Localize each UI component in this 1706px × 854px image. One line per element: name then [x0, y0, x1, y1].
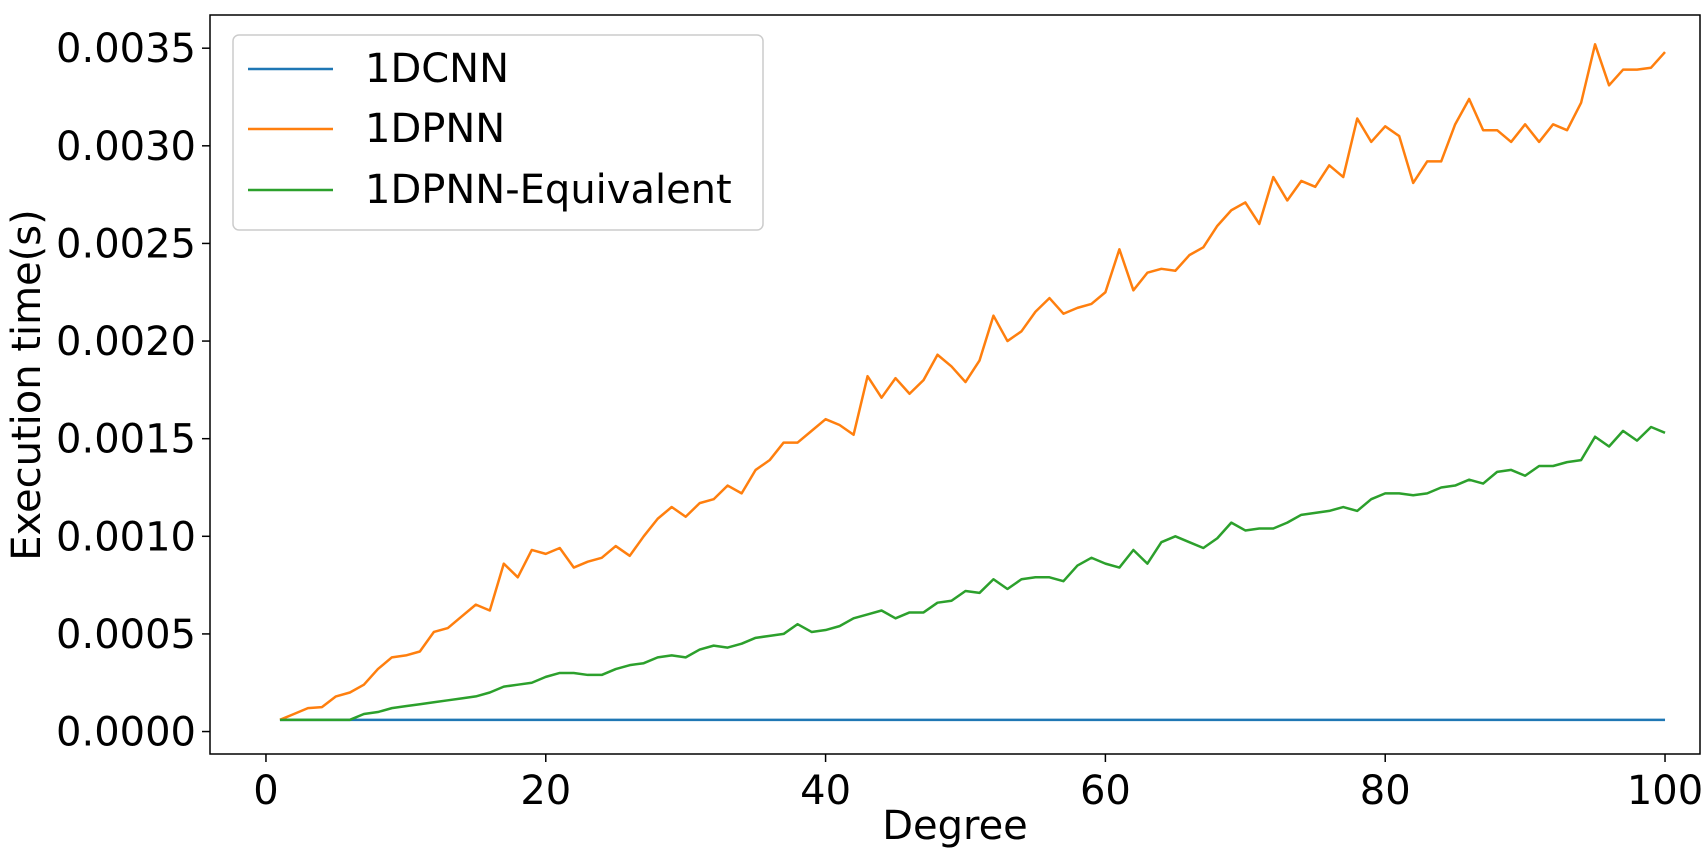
y-tick-label: 0.0020	[56, 319, 196, 365]
y-tick-label: 0.0000	[56, 710, 196, 756]
series-line-1dpnn	[279, 43, 1666, 721]
y-tick-label: 0.0005	[56, 612, 196, 658]
x-tick-label: 100	[1627, 768, 1703, 814]
x-tick-label: 40	[800, 768, 851, 814]
legend-label-1dpnn-equivalent: 1DPNN-Equivalent	[365, 167, 732, 213]
y-tick-label: 0.0025	[56, 221, 196, 267]
plot-frame	[209, 14, 1701, 755]
y-axis-label: Execution time(s)	[4, 209, 50, 560]
legend-box	[232, 34, 764, 231]
legend-label-1dpnn: 1DPNN	[365, 106, 505, 152]
legend: 1DCNN 1DPNN 1DPNN-Equivalent	[232, 34, 764, 231]
x-axis-ticks: 0 20 40 60 80 100	[253, 754, 1703, 814]
y-tick-label: 0.0010	[56, 514, 196, 560]
y-tick-label: 0.0030	[56, 124, 196, 170]
legend-label-1dcnn: 1DCNN	[365, 46, 509, 92]
series-line-1dpnn-equivalent	[279, 425, 1666, 722]
y-tick-label: 0.0015	[56, 417, 196, 463]
x-tick-label: 20	[520, 768, 571, 814]
x-tick-label: 80	[1360, 768, 1411, 814]
x-axis-label: Degree	[882, 803, 1028, 849]
y-axis-ticks: 0.0000 0.0005 0.0010 0.0015 0.0020 0.0025 0.00…	[56, 26, 210, 756]
x-tick-label: 60	[1080, 768, 1131, 814]
y-tick-label: 0.0035	[56, 26, 196, 72]
series-layer	[279, 43, 1666, 722]
x-tick-label: 0	[253, 768, 278, 814]
